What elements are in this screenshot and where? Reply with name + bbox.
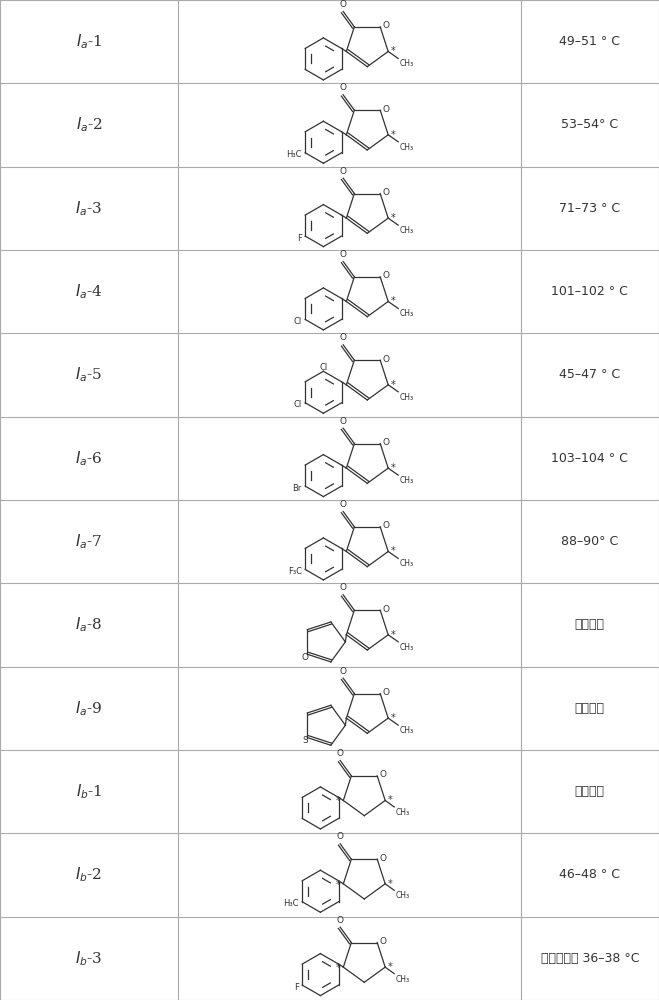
Text: CH₃: CH₃ [399,726,413,735]
Text: CH₃: CH₃ [395,891,409,900]
Text: O: O [339,667,347,676]
Text: $I_a$-1: $I_a$-1 [76,32,102,51]
Text: O: O [382,21,389,30]
Text: Cl: Cl [293,317,302,326]
Text: CH₃: CH₃ [395,975,409,984]
Text: F: F [297,234,302,243]
Text: Cl: Cl [293,400,302,409]
Text: $I_a$-2: $I_a$-2 [76,116,102,134]
Text: CH₃: CH₃ [399,59,413,68]
Text: O: O [337,832,344,841]
Text: $I_a$-3: $I_a$-3 [75,199,103,218]
Text: H₃C: H₃C [283,899,299,908]
Text: *: * [391,463,395,473]
Text: *: * [335,796,340,806]
Text: O: O [382,355,389,364]
Text: O: O [382,105,389,114]
Text: $I_b$-2: $I_b$-2 [75,866,103,884]
Text: *: * [391,130,395,140]
Text: CH₃: CH₃ [395,808,409,817]
Text: 无色液体: 无色液体 [575,618,605,632]
Text: CH₃: CH₃ [399,309,413,318]
Text: S: S [302,736,308,745]
Text: O: O [337,749,344,758]
Text: *: * [391,46,395,56]
Text: O: O [382,188,389,197]
Text: *: * [391,630,395,640]
Text: Br: Br [293,484,302,493]
Text: *: * [387,962,393,972]
Text: F₃C: F₃C [288,567,302,576]
Text: *: * [391,546,395,556]
Text: O: O [379,854,386,863]
Text: 46–48 ° C: 46–48 ° C [559,868,620,882]
Text: O: O [339,167,347,176]
Text: *: * [387,879,393,889]
Text: O: O [382,605,389,614]
Text: $I_a$-5: $I_a$-5 [75,366,103,384]
Text: H₃C: H₃C [286,150,302,159]
Text: CH₃: CH₃ [399,393,413,402]
Text: O: O [339,0,347,9]
Text: $I_b$-1: $I_b$-1 [76,782,102,801]
Text: 淡黄色固体 36–38 °C: 淡黄色固体 36–38 °C [540,952,639,965]
Text: F: F [294,983,299,992]
Text: O: O [339,333,347,342]
Text: 无色液体: 无色液体 [575,702,605,715]
Text: CH₃: CH₃ [399,476,413,485]
Text: O: O [301,653,308,662]
Text: 88–90° C: 88–90° C [561,535,618,548]
Text: O: O [379,937,386,946]
Text: 101–102 ° C: 101–102 ° C [552,285,628,298]
Text: *: * [391,380,395,390]
Text: O: O [337,916,344,925]
Text: O: O [382,521,389,530]
Text: 53–54° C: 53–54° C [561,118,618,131]
Text: O: O [382,271,389,280]
Text: CH₃: CH₃ [399,143,413,152]
Text: O: O [339,500,347,509]
Text: 无色液体: 无色液体 [575,785,605,798]
Text: CH₃: CH₃ [399,226,413,235]
Text: O: O [339,417,347,426]
Text: CH₃: CH₃ [399,559,413,568]
Text: $I_a$-6: $I_a$-6 [75,449,103,468]
Text: $I_a$-4: $I_a$-4 [75,282,103,301]
Text: 71–73 ° C: 71–73 ° C [559,202,620,215]
Text: *: * [391,296,395,306]
Text: 49–51 ° C: 49–51 ° C [559,35,620,48]
Text: *: * [387,795,393,805]
Text: O: O [382,688,389,697]
Text: $I_a$-8: $I_a$-8 [75,616,103,634]
Text: *: * [391,713,395,723]
Text: $I_a$-7: $I_a$-7 [75,532,103,551]
Text: O: O [339,83,347,92]
Text: $I_b$-3: $I_b$-3 [75,949,103,968]
Text: O: O [339,583,347,592]
Text: $I_a$-9: $I_a$-9 [75,699,103,718]
Text: CH₃: CH₃ [399,643,413,652]
Text: O: O [382,438,389,447]
Text: *: * [335,963,340,973]
Text: O: O [379,770,386,779]
Text: *: * [335,880,340,890]
Text: O: O [339,250,347,259]
Text: Cl: Cl [319,363,328,372]
Text: 45–47 ° C: 45–47 ° C [559,368,620,381]
Text: 103–104 ° C: 103–104 ° C [552,452,628,465]
Text: *: * [391,213,395,223]
